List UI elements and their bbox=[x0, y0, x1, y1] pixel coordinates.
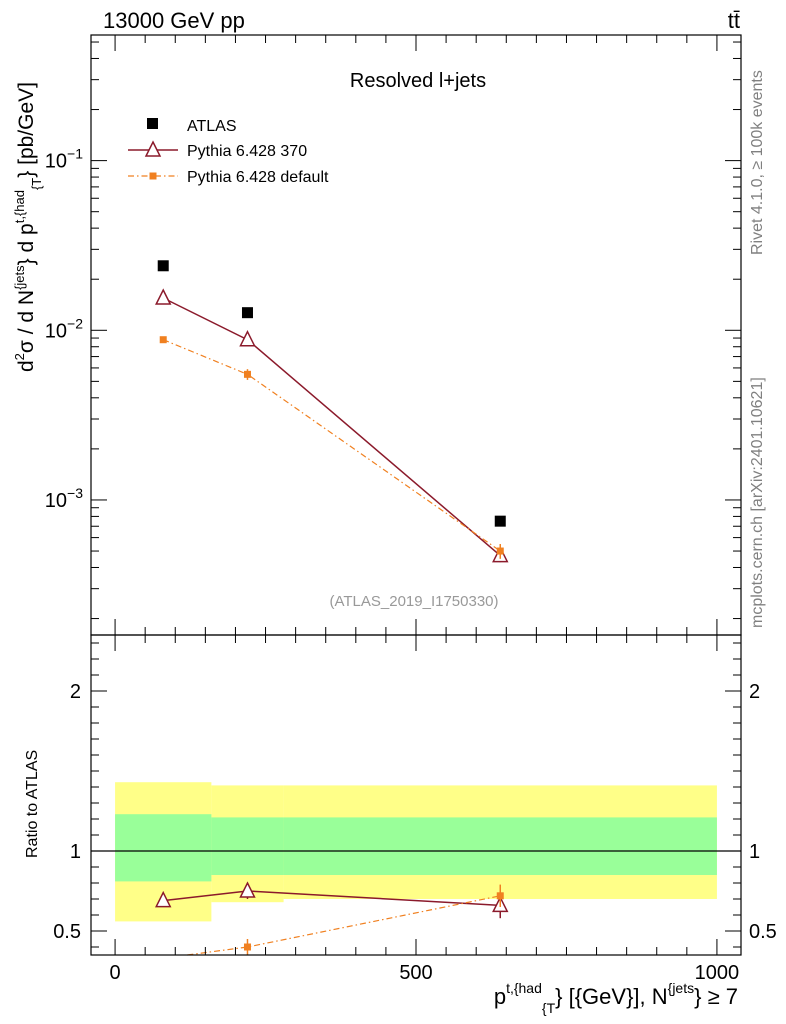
data-point-atlas bbox=[494, 515, 506, 527]
ylabel-part: σ / d N bbox=[15, 290, 38, 353]
ratio-point-pythia-370 bbox=[155, 890, 172, 908]
data-point-atlas bbox=[157, 260, 169, 272]
ratio-plot: 0.5 0.5 1 1 2 2 0 500 1000 bbox=[53, 634, 777, 984]
ylabel-sup: 2 bbox=[12, 353, 27, 360]
x-axis-title: pt,{had{T} [{GeV}], N{jets} ≥ 7 bbox=[494, 980, 738, 1016]
ratio-point-pythia-default bbox=[243, 943, 251, 951]
ylabel-part: } d p bbox=[15, 223, 38, 265]
ratio-y-tick-label-left: 0.5 bbox=[53, 921, 81, 943]
legend-marker-atlas bbox=[147, 118, 158, 129]
ratio-uncertainty-bands bbox=[91, 782, 741, 922]
rivet-note: Rivet 4.1.0, ≥ 100k events bbox=[749, 70, 766, 255]
data-point-atlas bbox=[241, 307, 253, 319]
y-tick-label: 10−2 bbox=[45, 315, 83, 342]
x-tick-label: 1000 bbox=[695, 962, 740, 984]
main-series bbox=[155, 260, 509, 563]
band-inner bbox=[283, 817, 717, 875]
xlabel-part: } ≥ 7 bbox=[694, 984, 738, 1009]
ylabel-sup: t,{had bbox=[12, 190, 27, 223]
ratio-point-pythia-370 bbox=[239, 881, 256, 898]
data-point-pythia-default bbox=[496, 547, 504, 555]
series-line-1 bbox=[162, 297, 501, 557]
ratio-y-tick-label-left: 2 bbox=[70, 681, 81, 703]
xlabel-part: p bbox=[494, 984, 506, 1009]
ratio-point-pythia-default bbox=[496, 892, 504, 900]
main-y-axis-title: d2σ / d N{jets} d pt,{had{T} [pb/GeV] bbox=[12, 82, 44, 372]
ratio-y-tick-label-right: 1 bbox=[749, 841, 760, 863]
y-tick-exponent: −1 bbox=[67, 146, 83, 162]
ylabel-sup: {jets bbox=[12, 265, 27, 290]
legend-label-atlas: ATLAS bbox=[187, 118, 237, 135]
data-point-pythia-default bbox=[243, 370, 251, 378]
xlabel-sup: {jets bbox=[668, 980, 694, 996]
data-point-pythia-370 bbox=[155, 288, 172, 305]
y-tick-label: 10−3 bbox=[45, 485, 83, 512]
ratio-series bbox=[155, 881, 509, 956]
band-inner bbox=[211, 817, 284, 875]
y-tick-exponent: −3 bbox=[67, 485, 83, 501]
x-tick-label: 0 bbox=[110, 962, 121, 984]
ratio-x-axis: 0 500 1000 bbox=[110, 635, 740, 984]
ratio-y-tick-label-right: 2 bbox=[749, 681, 760, 703]
ratio-y-axis-title: Ratio to ATLAS bbox=[24, 750, 41, 858]
xlabel-sub: {T bbox=[542, 1000, 556, 1016]
mcplots-note: mcplots.cern.ch [arXiv:2401.10621] bbox=[749, 377, 766, 628]
xlabel-sup: t,{had bbox=[506, 980, 542, 996]
data-point-pythia-default bbox=[159, 336, 167, 344]
series-line-2 bbox=[162, 339, 501, 552]
legend-label-pythia-370: Pythia 6.428 370 bbox=[187, 143, 307, 160]
x-tick-label: 500 bbox=[399, 962, 432, 984]
legend-label-pythia-default: Pythia 6.428 default bbox=[187, 169, 329, 186]
main-x-axis bbox=[114, 35, 718, 635]
ylabel-sub: {T bbox=[29, 178, 44, 190]
ratio-line-1 bbox=[187, 895, 501, 956]
ylabel-part: d bbox=[15, 360, 38, 372]
header-process-label: tt̄ bbox=[728, 8, 740, 33]
xlabel-part: } [{GeV}], N bbox=[555, 984, 668, 1009]
legend: ATLAS Pythia 6.428 370 Pythia 6.428 defa… bbox=[128, 118, 329, 186]
y-tick-base: 10 bbox=[45, 320, 67, 342]
y-tick-exponent: −2 bbox=[67, 315, 83, 331]
chart-title: Resolved l+jets bbox=[350, 70, 486, 92]
legend-marker-pythia-default bbox=[149, 172, 157, 180]
analysis-label: (ATLAS_2019_I1750330) bbox=[329, 593, 498, 610]
ratio-y-axis: 0.5 0.5 1 1 2 2 bbox=[53, 642, 777, 948]
data-point-pythia-370 bbox=[239, 330, 256, 347]
ratio-y-tick-label-left: 1 bbox=[70, 841, 81, 863]
y-tick-base: 10 bbox=[45, 490, 67, 512]
legend-marker-pythia-370 bbox=[144, 140, 162, 157]
main-plot: 10−110−210−3 Resolved l+jets (ATLAS_2019… bbox=[45, 34, 742, 636]
y-tick-label: 10−1 bbox=[45, 146, 83, 173]
header-collision-label: 13000 GeV pp bbox=[103, 8, 245, 33]
y-tick-base: 10 bbox=[45, 151, 67, 173]
band-inner bbox=[115, 814, 212, 882]
ylabel-part: } [pb/GeV] bbox=[15, 82, 38, 178]
ratio-y-tick-label-right: 0.5 bbox=[749, 921, 777, 943]
main-y-axis: 10−110−210−3 bbox=[45, 41, 741, 620]
